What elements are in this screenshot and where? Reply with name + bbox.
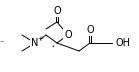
Text: O: O <box>86 25 94 35</box>
Text: O: O <box>64 30 72 40</box>
Text: OH: OH <box>115 38 130 48</box>
Text: Cl⁻: Cl⁻ <box>0 39 5 48</box>
Text: O: O <box>53 6 61 16</box>
Text: *: * <box>52 44 54 50</box>
Text: N: N <box>31 38 39 48</box>
Text: +: + <box>37 36 43 42</box>
